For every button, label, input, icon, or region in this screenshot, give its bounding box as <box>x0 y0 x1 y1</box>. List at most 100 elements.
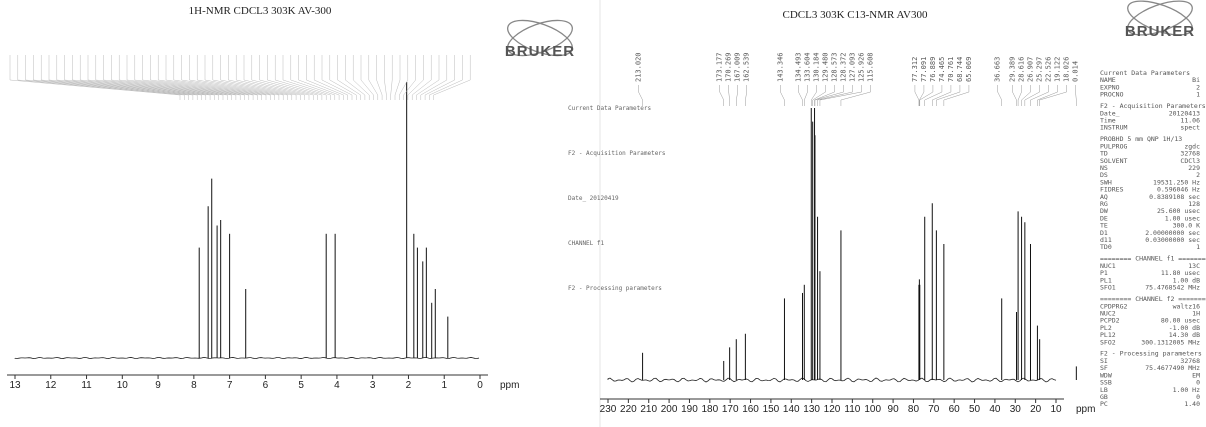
label-leader <box>345 55 366 100</box>
parameter-value: 128 <box>1188 200 1200 208</box>
label-leader <box>368 55 379 100</box>
label-leader <box>150 55 258 100</box>
x-tick-label: 180 <box>701 404 718 415</box>
x-tick-label: 7 <box>227 380 233 391</box>
parameter-key: DE <box>1100 214 1108 222</box>
parameter-key: DW <box>1100 207 1108 215</box>
parameter-key: SOLVENT <box>1100 157 1127 165</box>
label-leader <box>48 55 202 100</box>
x-tick-label: 9 <box>155 380 161 391</box>
peak-label: 128.372 <box>839 52 847 82</box>
label-leader <box>411 55 432 100</box>
peak-label: 19.122 <box>1054 57 1062 82</box>
x-tick-label: 110 <box>844 404 860 415</box>
parameter-key: SWH <box>1100 178 1112 186</box>
parameter-value: 1.40 <box>1184 400 1200 408</box>
peak-label: 125.926 <box>857 52 865 82</box>
parameter-key: ======== CHANNEL f1 ======== <box>1100 254 1206 262</box>
parameter-value: 2.00000000 sec <box>1145 229 1200 237</box>
x-tick-label: 90 <box>888 404 900 415</box>
x-tick-label: 12 <box>45 380 57 391</box>
parameter-key: TE <box>1100 222 1108 230</box>
parameter-value: 229 <box>1188 164 1200 172</box>
label-leader <box>220 55 297 100</box>
logo-text: BRUKER <box>505 43 575 60</box>
parameter-value: -1.00 dB <box>1169 324 1200 332</box>
parameter-key: FIDRES <box>1100 186 1124 194</box>
parameter-value: CDCl3 <box>1180 157 1200 165</box>
label-leader <box>290 55 336 100</box>
parameter-key: d11 <box>1100 236 1112 244</box>
parameter-value: waltz16 <box>1173 302 1200 310</box>
label-leader <box>394 55 401 100</box>
label-leader <box>17 55 185 100</box>
x-tick-label: 1 <box>441 380 447 391</box>
x-tick-label: 50 <box>969 404 981 415</box>
parameter-value: zgdc <box>1184 142 1200 150</box>
label-leader <box>126 55 245 100</box>
label-leader <box>1017 85 1022 106</box>
parameter-key: PL2 <box>1100 324 1112 332</box>
label-leader <box>306 55 344 100</box>
label-leader <box>118 55 241 100</box>
label-leader <box>196 55 284 100</box>
peak-label: 25.297 <box>1036 57 1044 82</box>
x-tick-label: 6 <box>263 380 269 391</box>
parameter: Current Data Parameters <box>568 105 651 112</box>
x-tick-label: 0 <box>477 380 483 391</box>
label-leader <box>1024 85 1040 106</box>
parameter-key: Time <box>1100 117 1116 125</box>
peak-label: 115.608 <box>866 52 874 82</box>
label-leader <box>259 55 318 100</box>
label-leader <box>932 85 952 106</box>
x-tick-label: 30 <box>1010 404 1022 415</box>
label-leader <box>321 55 353 100</box>
label-leader <box>919 85 934 106</box>
x-tick-label: 4 <box>334 380 340 391</box>
parameter-key: P1 <box>1100 269 1108 277</box>
x-tick-label: 200 <box>661 404 678 415</box>
x-tick-label: 10 <box>117 380 129 391</box>
x-tick-label: 100 <box>864 404 881 415</box>
parameter-value: 0.8389108 sec <box>1149 193 1200 201</box>
peak-label: 213.020 <box>635 52 643 82</box>
x-tick-label: 130 <box>803 404 820 415</box>
label-leader <box>142 55 254 100</box>
parameter-value: 1 <box>1196 243 1200 251</box>
label-leader <box>157 55 262 100</box>
parameter-value: 32768 <box>1180 357 1200 365</box>
parameter-key: GB <box>1100 393 1108 401</box>
label-leader <box>1021 85 1031 106</box>
parameter-value: 0.596046 Hz <box>1157 186 1200 194</box>
parameter-key: PROCNO <box>1100 91 1124 99</box>
logo-text: BRUKER <box>1125 23 1195 40</box>
label-leader <box>243 55 310 100</box>
label-leader <box>111 55 237 100</box>
x-tick-label: 160 <box>742 404 759 415</box>
label-leader <box>329 55 357 100</box>
label-leader <box>924 85 943 106</box>
h1-title: 1H-NMR CDCL3 303K AV-300 <box>189 5 332 17</box>
parameter-key: CPDPRG2 <box>1100 302 1127 310</box>
label-leader <box>384 55 387 100</box>
parameter-key: SFO1 <box>1100 284 1116 292</box>
label-leader <box>798 85 803 106</box>
parameter-value: 1.00 usec <box>1165 214 1200 222</box>
label-leader <box>173 55 271 100</box>
parameter-key: AQ <box>1100 193 1108 201</box>
peak-label: 18.026 <box>1063 57 1071 82</box>
label-leader <box>337 55 361 100</box>
parameter: F2 - Processing parameters <box>568 285 662 292</box>
peak-label: 133.604 <box>803 52 811 82</box>
label-leader <box>429 55 463 100</box>
parameter-key: SI <box>1100 357 1108 365</box>
label-leader <box>817 85 853 106</box>
parameter-value: 13C <box>1188 262 1200 270</box>
peak-label: 76.889 <box>929 57 937 82</box>
label-leader <box>9 55 181 100</box>
x-tick-label: 70 <box>928 404 940 415</box>
label-leader <box>25 55 189 100</box>
parameter: Date_ 20120419 <box>568 195 619 202</box>
parameter-key: EXPNO <box>1100 83 1120 91</box>
